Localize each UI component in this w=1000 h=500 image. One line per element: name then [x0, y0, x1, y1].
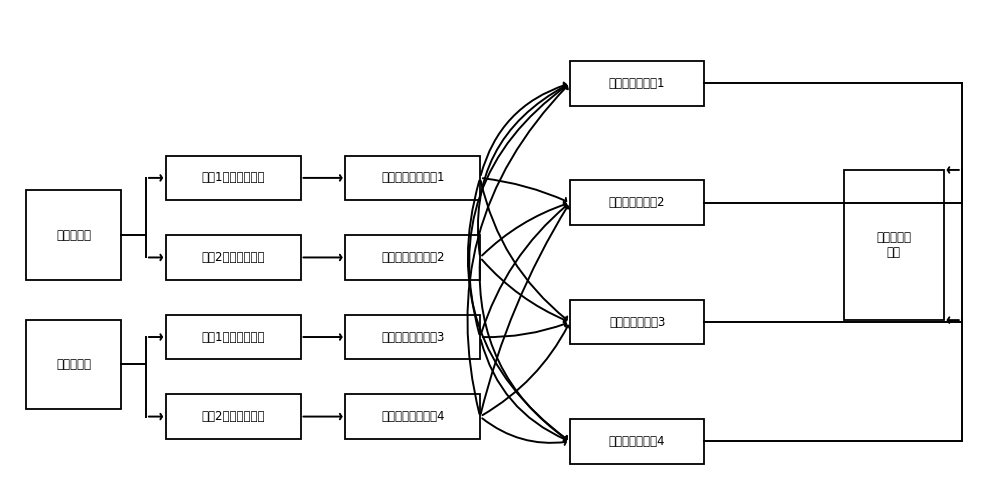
Bar: [166, 394, 301, 439]
Bar: [345, 156, 480, 200]
Text: 微控制系统
模块: 微控制系统 模块: [876, 231, 911, 259]
Text: 转速信号处理模块3: 转速信号处理模块3: [381, 330, 444, 344]
Bar: [570, 419, 704, 464]
Text: 转速信号处理模块4: 转速信号处理模块4: [381, 410, 444, 423]
Text: 转速信号处理模块1: 转速信号处理模块1: [381, 172, 444, 184]
Bar: [166, 314, 301, 360]
Bar: [166, 156, 301, 200]
Bar: [570, 300, 704, 344]
Bar: [166, 235, 301, 280]
Bar: [26, 190, 121, 280]
Text: 相位计算信号组4: 相位计算信号组4: [609, 435, 665, 448]
Bar: [844, 170, 944, 320]
Bar: [345, 314, 480, 360]
Text: 相位计算信号组2: 相位计算信号组2: [609, 196, 665, 209]
Bar: [570, 180, 704, 225]
Bar: [345, 235, 480, 280]
Bar: [345, 394, 480, 439]
Text: 凸轮1霍尔转速信号: 凸轮1霍尔转速信号: [201, 330, 265, 344]
Text: 曲轴1霍尔转速信号: 曲轴1霍尔转速信号: [201, 172, 265, 184]
Text: 相位计算信号组1: 相位计算信号组1: [609, 77, 665, 90]
Text: 曲轴信号盘: 曲轴信号盘: [56, 228, 91, 241]
Bar: [570, 61, 704, 106]
Text: 相位计算信号组3: 相位计算信号组3: [609, 316, 665, 328]
Bar: [26, 320, 121, 409]
Text: 转速信号处理模块2: 转速信号处理模块2: [381, 251, 444, 264]
Text: 凸轮信号盘: 凸轮信号盘: [56, 358, 91, 371]
Text: 凸轮2霍尔转速信号: 凸轮2霍尔转速信号: [201, 410, 265, 423]
Text: 曲轴2霍尔转速信号: 曲轴2霍尔转速信号: [201, 251, 265, 264]
